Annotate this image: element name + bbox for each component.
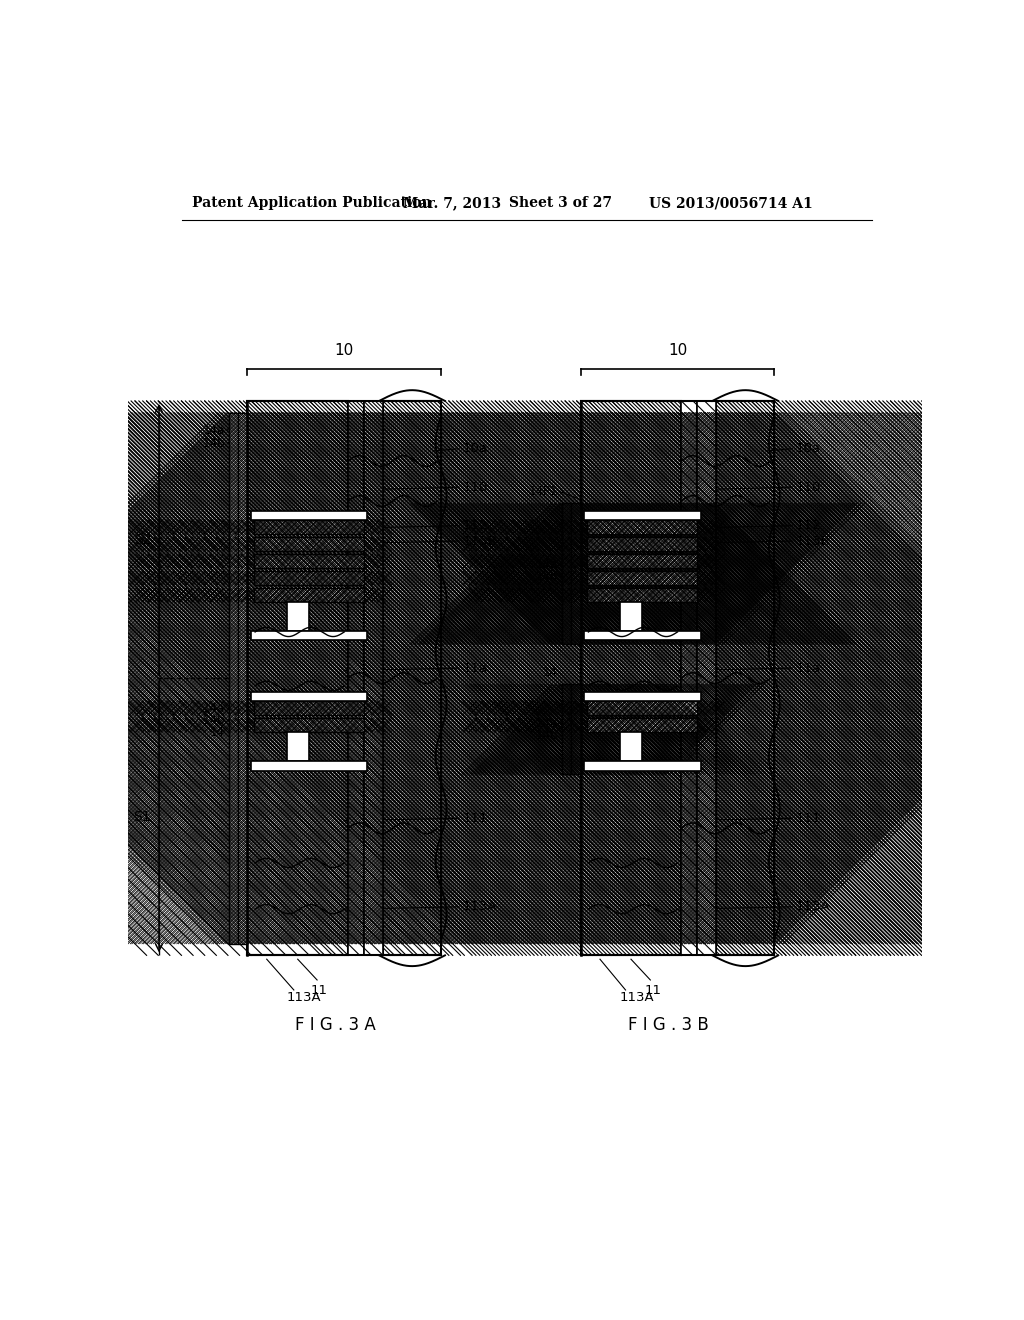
- Text: 14: 14: [210, 726, 225, 739]
- Bar: [581, 401, 681, 956]
- Text: F I G . 3 A: F I G . 3 A: [295, 1015, 376, 1034]
- Bar: [254, 554, 364, 568]
- Bar: [251, 762, 368, 771]
- Text: 113A: 113A: [286, 991, 321, 1005]
- Bar: [228, 413, 238, 944]
- Bar: [585, 762, 700, 771]
- Bar: [251, 631, 368, 640]
- Text: Mar. 7, 2013: Mar. 7, 2013: [403, 197, 502, 210]
- Bar: [287, 602, 308, 631]
- Bar: [716, 401, 774, 956]
- Text: 113B: 113B: [796, 535, 830, 548]
- Text: 111: 111: [463, 812, 488, 825]
- Bar: [681, 401, 697, 956]
- Text: 14a: 14a: [536, 717, 558, 730]
- Bar: [587, 537, 697, 552]
- Bar: [562, 503, 571, 644]
- Text: 10a: 10a: [796, 442, 821, 455]
- Bar: [254, 701, 364, 715]
- Text: 14a: 14a: [536, 558, 558, 572]
- Text: 11: 11: [644, 983, 662, 997]
- Bar: [348, 401, 364, 956]
- Bar: [248, 401, 348, 956]
- Bar: [251, 511, 368, 520]
- Text: 14b: 14b: [203, 714, 225, 727]
- Text: Sheet 3 of 27: Sheet 3 of 27: [509, 197, 612, 210]
- Bar: [238, 413, 248, 944]
- Text: 111: 111: [796, 812, 821, 825]
- Bar: [254, 718, 364, 733]
- Bar: [571, 684, 581, 775]
- Text: 113A: 113A: [620, 991, 654, 1005]
- Bar: [571, 503, 581, 644]
- Bar: [364, 401, 383, 956]
- Bar: [254, 572, 364, 585]
- Text: 113A: 113A: [796, 900, 830, 913]
- Text: 10: 10: [668, 343, 687, 358]
- Text: 113A: 113A: [463, 900, 498, 913]
- Bar: [587, 718, 697, 733]
- Bar: [585, 631, 700, 640]
- Text: 110: 110: [463, 480, 488, 494]
- Text: Patent Application Publication: Patent Application Publication: [193, 197, 432, 210]
- Text: 10a: 10a: [463, 442, 487, 455]
- Bar: [587, 589, 697, 602]
- Bar: [587, 701, 697, 715]
- Text: 11: 11: [311, 983, 328, 997]
- Text: 112: 112: [796, 519, 821, 532]
- Bar: [562, 684, 571, 775]
- Text: 14a: 14a: [203, 702, 225, 715]
- Bar: [621, 602, 642, 631]
- Text: 11a: 11a: [463, 661, 487, 675]
- Bar: [383, 401, 441, 956]
- Bar: [251, 692, 368, 701]
- Text: 11a: 11a: [796, 661, 821, 675]
- Bar: [585, 511, 700, 520]
- Text: 14a: 14a: [203, 424, 225, 437]
- Text: 14: 14: [543, 667, 558, 680]
- Text: 112: 112: [463, 519, 488, 532]
- Bar: [287, 733, 308, 762]
- Bar: [587, 572, 697, 585]
- Text: S1: S1: [133, 809, 152, 824]
- Bar: [254, 589, 364, 602]
- Text: S2: S2: [134, 532, 152, 546]
- Bar: [254, 537, 364, 552]
- Text: 14b: 14b: [536, 570, 558, 583]
- Bar: [254, 520, 364, 535]
- Text: 10: 10: [335, 343, 354, 358]
- Bar: [587, 520, 697, 535]
- Text: 14b: 14b: [536, 730, 558, 742]
- Text: F I G . 3 B: F I G . 3 B: [628, 1015, 709, 1034]
- Text: 14b: 14b: [203, 437, 225, 450]
- Bar: [697, 401, 716, 956]
- Text: 14P1: 14P1: [528, 486, 558, 499]
- Text: 110: 110: [796, 480, 821, 494]
- Bar: [587, 554, 697, 568]
- Text: 113B: 113B: [463, 535, 498, 548]
- Text: US 2013/0056714 A1: US 2013/0056714 A1: [649, 197, 813, 210]
- Bar: [585, 692, 700, 701]
- Bar: [621, 733, 642, 762]
